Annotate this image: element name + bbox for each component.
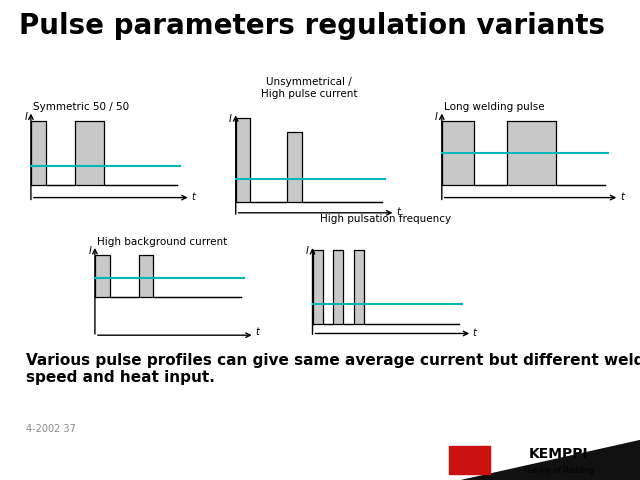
Text: t: t (191, 192, 195, 202)
Text: I: I (88, 246, 92, 256)
Text: t: t (255, 327, 259, 337)
Text: t: t (396, 207, 400, 217)
Text: I: I (229, 115, 232, 124)
Text: Unsymmetrical /
High pulse current: Unsymmetrical / High pulse current (260, 77, 357, 99)
Text: I: I (24, 112, 28, 122)
Text: The Joy of Welding: The Joy of Welding (522, 466, 594, 475)
Text: KEMPPI: KEMPPI (528, 447, 588, 461)
Text: I: I (435, 112, 438, 122)
Text: t: t (620, 192, 624, 202)
Text: High pulsation frequency: High pulsation frequency (320, 214, 451, 224)
Text: Various pulse profiles can give same average current but different welding
speed: Various pulse profiles can give same ave… (26, 353, 640, 385)
Polygon shape (461, 440, 640, 480)
Text: t: t (473, 328, 477, 338)
Text: High background current: High background current (97, 237, 227, 247)
Text: Long welding pulse: Long welding pulse (444, 103, 545, 112)
Text: Pulse parameters regulation variants: Pulse parameters regulation variants (19, 12, 605, 40)
Text: 4-2002 37: 4-2002 37 (26, 424, 76, 434)
Bar (449, 445, 490, 475)
Text: I: I (306, 246, 309, 256)
Text: Symmetric 50 / 50: Symmetric 50 / 50 (33, 103, 129, 112)
